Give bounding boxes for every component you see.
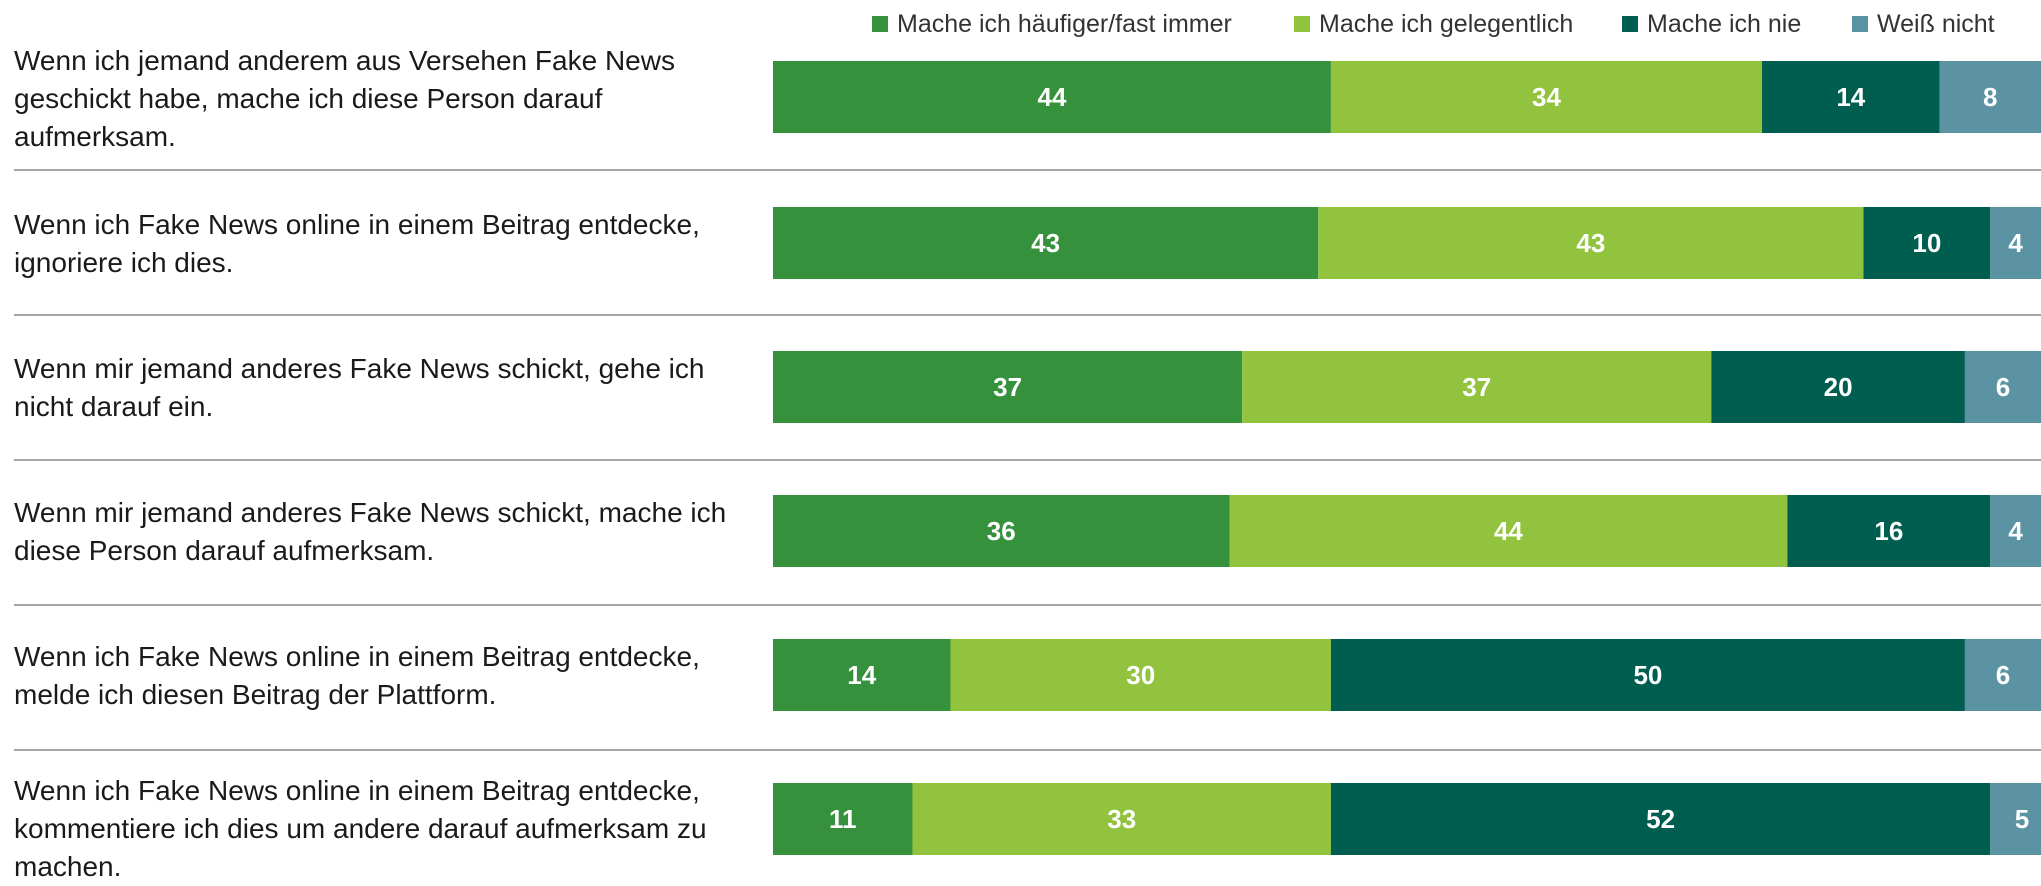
bar-segment-row6-haeufig bbox=[773, 783, 913, 855]
bar-segment-row5-weiss-nicht bbox=[1964, 639, 2041, 711]
bar-segment-row5-gelegentlich bbox=[950, 639, 1331, 711]
data-label-row1-nie: 14 bbox=[1836, 82, 1865, 112]
data-label-row2-gelegentlich: 43 bbox=[1576, 228, 1605, 258]
bar-segment-row2-haeufig bbox=[773, 207, 1319, 279]
legend-label-nie: Mache ich nie bbox=[1647, 9, 1802, 38]
row-label-6: Wenn ich Fake News online in einem Beitr… bbox=[14, 775, 707, 882]
row-label-3: Wenn mir jemand anderes Fake News schick… bbox=[14, 353, 705, 422]
data-label-row2-nie: 10 bbox=[1912, 228, 1941, 258]
bar-segment-row4-haeufig bbox=[773, 495, 1230, 567]
row-label-5: Wenn ich Fake News online in einem Beitr… bbox=[14, 641, 700, 710]
row-label-4: Wenn mir jemand anderes Fake News schick… bbox=[14, 497, 727, 566]
data-label-row4-gelegentlich: 44 bbox=[1494, 516, 1523, 546]
data-label-row3-gelegentlich: 37 bbox=[1462, 372, 1491, 402]
row-separator-3 bbox=[14, 459, 2041, 461]
data-label-row5-haeufig: 14 bbox=[847, 660, 876, 690]
bar-segment-row4-weiss-nicht bbox=[1990, 495, 2041, 567]
bar-segment-row6-weiss-nicht bbox=[1990, 783, 2041, 855]
data-label-row4-nie: 16 bbox=[1874, 516, 1903, 546]
data-label-row4-weiss-nicht: 4 bbox=[2008, 516, 2023, 546]
bar-segment-row3-weiss-nicht bbox=[1964, 351, 2041, 423]
data-label-row2-weiss-nicht: 4 bbox=[2008, 228, 2023, 258]
row-label-2: Wenn ich Fake News online in einem Beitr… bbox=[14, 209, 700, 278]
bar-segment-row1-gelegentlich bbox=[1330, 61, 1763, 133]
data-label-row3-nie: 20 bbox=[1824, 372, 1853, 402]
legend-item-nie: Mache ich nie bbox=[1622, 6, 1801, 42]
data-label-row3-haeufig: 37 bbox=[993, 372, 1022, 402]
data-label-row1-gelegentlich: 34 bbox=[1532, 82, 1561, 112]
bar-segment-row3-gelegentlich bbox=[1242, 351, 1712, 423]
bar-segment-row6-gelegentlich bbox=[912, 783, 1331, 855]
legend-swatch-weiss-nicht bbox=[1852, 16, 1868, 32]
legend-item-gelegentlich: Mache ich gelegentlich bbox=[1294, 6, 1573, 42]
legend: Mache ich häufiger/fast immer Mache ich … bbox=[0, 6, 2041, 42]
data-label-row6-nie: 52 bbox=[1646, 804, 1675, 834]
bar-segment-row6-nie bbox=[1330, 783, 1991, 855]
data-label-row2-haeufig: 43 bbox=[1031, 228, 1060, 258]
row-separator-2 bbox=[14, 314, 2041, 316]
bar-segment-row5-nie bbox=[1330, 639, 1965, 711]
legend-label-haeufig: Mache ich häufiger/fast immer bbox=[897, 9, 1232, 38]
data-label-row5-weiss-nicht: 6 bbox=[1996, 660, 2010, 690]
bar-segment-row1-nie bbox=[1762, 61, 1940, 133]
legend-swatch-gelegentlich bbox=[1294, 16, 1310, 32]
legend-item-haeufig: Mache ich häufiger/fast immer bbox=[872, 6, 1232, 42]
row-separator-1 bbox=[14, 169, 2041, 171]
bar-segment-row3-nie bbox=[1711, 351, 1965, 423]
bar-segment-row2-nie bbox=[1863, 207, 1991, 279]
bar-segment-row2-weiss-nicht bbox=[1990, 207, 2041, 279]
data-label-row1-weiss-nicht: 8 bbox=[1983, 82, 1997, 112]
data-label-row6-gelegentlich: 33 bbox=[1107, 804, 1136, 834]
bar-segment-row5-haeufig bbox=[773, 639, 951, 711]
legend-label-weiss-nicht: Weiß nicht bbox=[1877, 9, 1995, 38]
data-label-row6-weiss-nicht: 5 bbox=[2015, 804, 2029, 834]
legend-swatch-nie bbox=[1622, 16, 1638, 32]
legend-swatch-haeufig bbox=[872, 16, 888, 32]
data-label-row5-nie: 50 bbox=[1633, 660, 1662, 690]
bar-segment-row3-haeufig bbox=[773, 351, 1243, 423]
legend-item-weiss-nicht: Weiß nicht bbox=[1852, 6, 1995, 42]
row-label-1: Wenn ich jemand anderem aus Versehen Fak… bbox=[14, 45, 675, 152]
data-label-row1-haeufig: 44 bbox=[1037, 82, 1066, 112]
data-label-row5-gelegentlich: 30 bbox=[1126, 660, 1155, 690]
data-label-row4-haeufig: 36 bbox=[987, 516, 1016, 546]
data-label-row6-haeufig: 11 bbox=[829, 804, 857, 834]
data-label-row3-weiss-nicht: 6 bbox=[1996, 372, 2010, 402]
row-separator-5 bbox=[14, 749, 2041, 751]
legend-label-gelegentlich: Mache ich gelegentlich bbox=[1319, 9, 1574, 38]
bar-segment-row1-weiss-nicht bbox=[1939, 61, 2041, 133]
bar-segment-row2-gelegentlich bbox=[1318, 207, 1864, 279]
row-separator-4 bbox=[14, 604, 2041, 606]
bar-segment-row4-gelegentlich bbox=[1229, 495, 1788, 567]
bar-segment-row4-nie bbox=[1787, 495, 1991, 567]
bar-segment-row1-haeufig bbox=[773, 61, 1331, 133]
